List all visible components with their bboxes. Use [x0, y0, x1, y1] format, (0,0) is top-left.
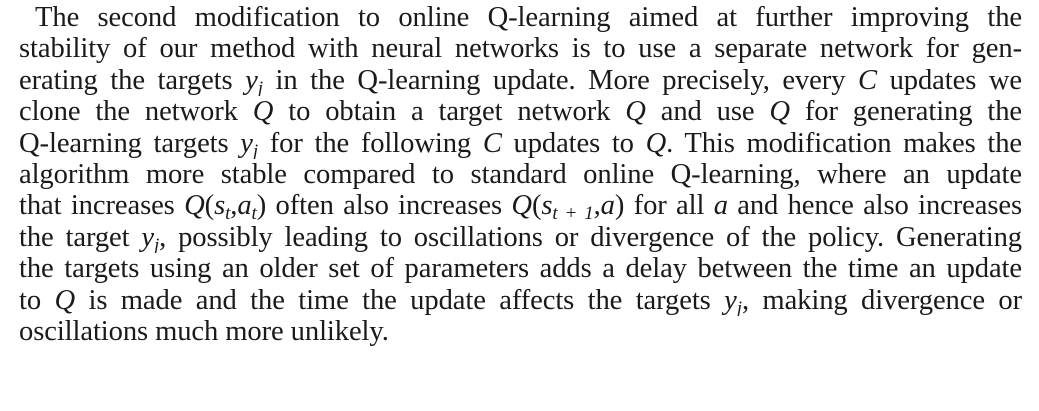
text-run: clone the network [19, 96, 253, 128]
text-run: to [19, 284, 55, 316]
text-run: The second modification to online Q-lear… [35, 2, 1022, 33]
text-run: erating the targets [19, 64, 246, 96]
math-symbol-s: s [214, 190, 226, 222]
text-run: the target [19, 221, 142, 253]
text-run: for the following [258, 127, 483, 159]
text-run: the targets using an older set of parame… [19, 253, 1022, 285]
math-subscript-text: t + 1 [552, 203, 594, 222]
text-line-5: Q-learning targets yj for the following … [19, 128, 1022, 159]
text-run: for generating the [789, 96, 1022, 128]
math-paren: ( [204, 190, 215, 222]
text-run: in the Q-learning update. More precisely… [262, 64, 858, 96]
text-run: and hence also increases [727, 190, 1022, 222]
math-subscript-j: j [252, 140, 259, 159]
text-line-6: algorithm more stable compared to standa… [19, 159, 1022, 190]
math-symbol-q: Q [511, 190, 532, 222]
text-line-7: that increases Q(st,at) often also incre… [19, 190, 1022, 221]
text-line-9: the targets using an older set of parame… [19, 253, 1022, 284]
text-line-10: to Q is made and the time the update aff… [19, 285, 1022, 316]
math-symbol-y: y [724, 284, 737, 316]
math-symbol-s: s [541, 190, 553, 222]
math-comma: , [230, 190, 238, 222]
text-line-8: the target yj, possibly leading to oscil… [19, 222, 1022, 253]
text-line-1: The second modification to online Q-lear… [19, 2, 1022, 33]
math-symbol-q: Q [252, 96, 274, 128]
text-line-2: stability of our method with neural netw… [19, 33, 1022, 64]
text-run: , possibly leading to oscillations or di… [159, 221, 1022, 253]
text-line-3: erating the targets yj in the Q-learning… [19, 65, 1022, 96]
text-run: that increases [19, 190, 185, 222]
text-run: algorithm more stable compared to standa… [19, 158, 1022, 190]
math-subscript-j: j [153, 234, 160, 254]
math-subscript-t: t [225, 203, 231, 222]
text-run: updates to [501, 127, 646, 159]
math-symbol-c: C [482, 127, 502, 159]
math-symbol-y: y [245, 64, 258, 96]
math-symbol-a: a [713, 190, 728, 222]
text-run: oscillations much more unlikely. [19, 315, 389, 347]
text-run: stability of our method with neural netw… [19, 33, 1022, 65]
body-paragraph: The second modification to online Q-lear… [19, 2, 1022, 347]
math-symbol-q: Q [54, 284, 76, 316]
math-paren: ( [531, 190, 542, 222]
math-subscript-t: t [251, 203, 257, 222]
text-run: and use [645, 96, 770, 128]
math-subscript-t-plus-1: t + 1 [552, 203, 593, 221]
math-comma: , [593, 190, 601, 222]
text-run: Q-learning targets [19, 127, 241, 159]
text-run: . This modification makes the [666, 127, 1022, 159]
text-line-11: oscillations much more unlikely. [19, 316, 1022, 347]
math-subscript-j: j [736, 297, 742, 316]
math-symbol-q: Q [645, 127, 667, 159]
text-run: updates we [876, 64, 1022, 96]
math-paren: ) [256, 190, 267, 222]
text-run: often also increases [266, 190, 512, 222]
text-run: , making divergence or [741, 284, 1022, 316]
math-paren: ) [614, 190, 625, 222]
math-symbol-y: y [240, 127, 253, 159]
math-symbol-y: y [141, 221, 154, 253]
math-symbol-q-hat: Q [769, 96, 790, 127]
text-run: for all [624, 190, 714, 222]
math-subscript-j: j [257, 77, 263, 97]
math-symbol-c: C [858, 64, 877, 96]
text-line-4: clone the network Q to obtain a target n… [19, 96, 1022, 127]
text-run: is made and the time the update affects … [75, 284, 725, 316]
math-symbol-q: Q [184, 190, 205, 222]
text-run: to obtain a target network [273, 96, 626, 128]
math-symbol-a: a [600, 190, 615, 222]
math-symbol-a: a [237, 190, 252, 222]
math-symbol-q-hat: Q [625, 96, 646, 127]
